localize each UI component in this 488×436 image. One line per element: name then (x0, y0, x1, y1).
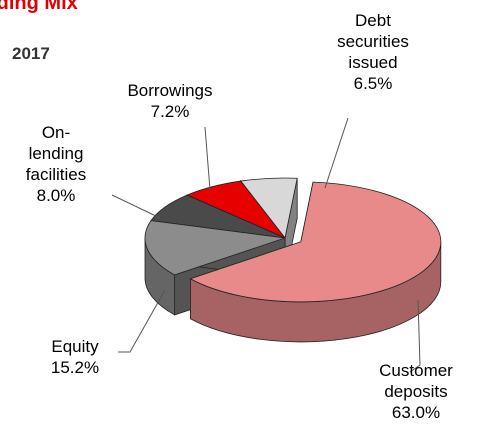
chart-title: Funding Mix (0, 0, 78, 14)
slice (189, 181, 442, 303)
slice-label: Equity 15.2% (50, 337, 100, 377)
slice-label: Borrowings 7.2% (127, 81, 213, 121)
slice-label: On-lending facilities 8.0% (25, 123, 87, 205)
slice-label: Customer deposits 63.0% (379, 361, 453, 422)
leader-lines (111, 117, 421, 373)
slice (144, 220, 286, 276)
chart-subtitle: 2017 (12, 44, 50, 63)
slice-label: Debt securities issued 6.5% (337, 11, 409, 93)
